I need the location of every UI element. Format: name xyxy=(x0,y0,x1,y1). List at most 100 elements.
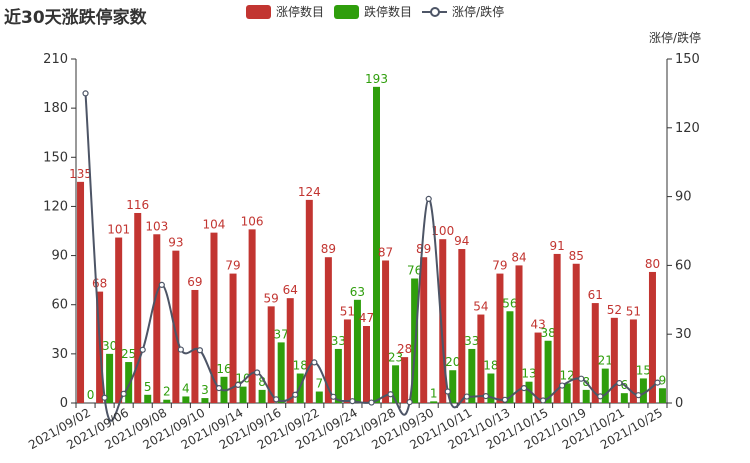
ratio-point xyxy=(501,396,509,403)
bar-label-limit-up: 47 xyxy=(359,311,374,325)
bar-limit-up xyxy=(363,326,370,403)
bar-limit-down xyxy=(353,299,361,403)
ratio-point xyxy=(311,359,318,366)
bar-label-limit-up: 101 xyxy=(107,223,130,237)
ratio-point xyxy=(520,384,528,392)
legend-label-ratio: 涨停/跌停 xyxy=(452,5,505,19)
bar-limit-down xyxy=(639,378,647,403)
bar-label-limit-up: 124 xyxy=(298,185,321,199)
legend-item-limit-up[interactable]: 涨停数目 xyxy=(246,3,324,20)
bar-limit-down xyxy=(125,362,133,403)
ratio-point xyxy=(539,397,547,404)
ratio-point xyxy=(330,393,337,400)
bar-label-limit-up: 91 xyxy=(550,239,565,253)
ratio-point xyxy=(654,379,661,386)
y-left-tick-label: 90 xyxy=(51,249,68,264)
bar-limit-up xyxy=(382,260,390,403)
ratio-point xyxy=(139,346,146,353)
bar-limit-up xyxy=(420,257,428,403)
y-left-tick-label: 0 xyxy=(60,396,68,411)
bar-limit-up xyxy=(648,271,656,403)
bar-limit-up xyxy=(172,250,180,403)
y-left-tick-label: 150 xyxy=(43,150,68,165)
ratio-point xyxy=(559,382,566,389)
bar-limit-down xyxy=(658,388,666,403)
ratio-point xyxy=(177,346,184,353)
ratio-point xyxy=(482,393,489,400)
y-right-tick-label: 0 xyxy=(675,396,683,411)
bar-label-limit-up: 89 xyxy=(321,242,336,256)
bar-label-limit-up: 28 xyxy=(397,342,412,356)
bar-label-limit-down: 33 xyxy=(331,334,346,348)
ratio-point xyxy=(368,399,375,406)
bar-limit-down xyxy=(258,389,266,403)
bar-limit-down xyxy=(468,348,476,403)
bar-limit-up xyxy=(153,234,161,403)
bar-label-limit-down: 18 xyxy=(483,359,498,373)
bar-limit-down xyxy=(525,381,533,403)
ratio-point xyxy=(635,392,642,399)
bar-limit-up xyxy=(534,332,542,403)
y-right-tick-label: 30 xyxy=(675,327,692,342)
bar-label-limit-down: 76 xyxy=(407,264,422,278)
bar-limit-up xyxy=(229,273,237,403)
legend-label-limit-down: 跌停数目 xyxy=(364,5,413,19)
legend-swatch-ratio xyxy=(422,5,448,19)
bar-limit-down xyxy=(487,373,495,403)
bar-limit-up xyxy=(553,253,561,403)
bar-label-limit-down: 9 xyxy=(659,373,667,387)
bar-limit-up xyxy=(343,319,351,403)
bar-label-limit-down: 63 xyxy=(350,285,365,299)
bar-label-limit-down: 2 xyxy=(163,385,171,399)
bar-limit-up xyxy=(458,249,466,403)
bar-limit-down xyxy=(563,383,571,403)
ratio-point xyxy=(120,390,127,397)
y-left-tick-label: 30 xyxy=(51,347,68,362)
bar-limit-up xyxy=(572,263,580,403)
bar-limit-up xyxy=(629,319,637,403)
bar-label-limit-up: 79 xyxy=(492,259,507,273)
bar-limit-up xyxy=(515,265,523,403)
bar-label-limit-up: 59 xyxy=(264,291,279,305)
y-left-tick-label: 210 xyxy=(43,52,68,67)
bar-limit-down xyxy=(182,396,190,403)
bar-limit-down xyxy=(544,340,552,403)
bar-label-limit-down: 0 xyxy=(87,388,95,402)
ratio-point xyxy=(597,393,604,400)
ratio-point xyxy=(349,398,356,405)
bar-label-limit-up: 84 xyxy=(511,250,526,264)
bar-label-limit-down: 38 xyxy=(540,326,555,340)
bar-limit-down xyxy=(334,348,342,403)
bar-label-limit-down: 1 xyxy=(430,386,438,400)
bar-label-limit-up: 116 xyxy=(126,198,149,212)
ratio-point xyxy=(234,381,242,388)
legend-item-limit-down[interactable]: 跌停数目 xyxy=(334,3,412,20)
bar-label-limit-up: 64 xyxy=(283,283,298,297)
bar-label-limit-up: 87 xyxy=(378,245,393,259)
legend: 涨停数目 跌停数目 涨停/跌停 xyxy=(246,3,514,20)
bar-label-limit-down: 25 xyxy=(121,347,136,361)
bar-label-limit-down: 30 xyxy=(102,339,117,353)
bar-label-limit-up: 89 xyxy=(416,242,431,256)
bar-label-limit-down: 20 xyxy=(445,355,460,369)
bar-label-limit-up: 94 xyxy=(454,234,469,248)
bar-label-limit-up: 106 xyxy=(241,214,264,228)
legend-item-ratio[interactable]: 涨停/跌停 xyxy=(422,3,504,20)
ratio-point xyxy=(387,391,394,398)
bar-label-limit-down: 23 xyxy=(388,350,403,364)
bar-label-limit-up: 52 xyxy=(607,303,622,317)
bar-limit-down xyxy=(201,398,209,403)
bar-label-limit-up: 69 xyxy=(187,275,202,289)
bar-limit-down xyxy=(582,389,590,403)
y-right-tick-label: 60 xyxy=(675,258,692,273)
bar-limit-up xyxy=(477,314,485,403)
y-right-tick-label: 90 xyxy=(675,190,692,205)
bar-label-limit-down: 16 xyxy=(216,362,231,376)
ratio-point xyxy=(425,195,432,202)
legend-swatch-limit-down xyxy=(334,4,360,19)
ratio-point xyxy=(101,394,108,401)
legend-label-limit-up: 涨停数目 xyxy=(276,5,325,19)
y-left-tick-label: 60 xyxy=(51,298,68,313)
ratio-point xyxy=(292,391,299,398)
